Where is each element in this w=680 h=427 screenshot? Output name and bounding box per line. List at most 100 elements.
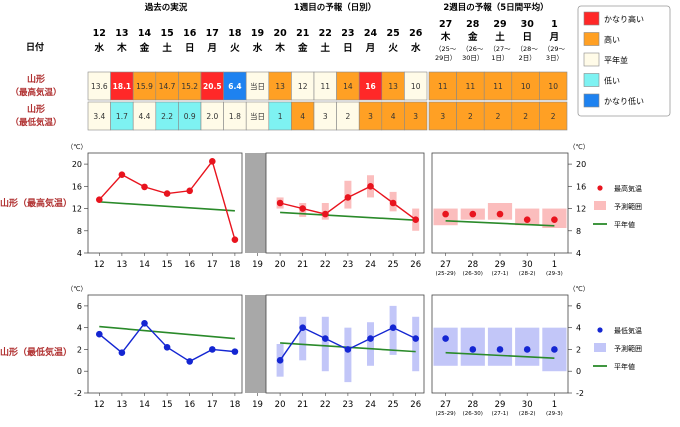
xtick-label: 28 (467, 400, 478, 410)
legend-label: 低い (604, 76, 620, 86)
table-legend-frame (577, 5, 671, 117)
week-range-end: 30日） (462, 54, 483, 62)
week-range-end: 3日） (546, 54, 563, 62)
today-column (245, 295, 266, 393)
legend-swatch-vhigh (583, 11, 600, 26)
table-cell (511, 71, 540, 101)
date-weekday: 水 (411, 42, 421, 54)
legend-range-swatch (594, 343, 606, 352)
xtick-label: 1 (552, 260, 557, 270)
ytick-label-right: 12 (576, 205, 586, 214)
ytick-label-left: -2 (74, 389, 82, 398)
min-temp-chart: -2 -20 02 24 46 6（℃） （℃）12 13 14 15 16 17 18 19 20 21 22… (67, 285, 642, 417)
date-day: 18 (228, 28, 242, 39)
xtick-label: 12 (94, 400, 105, 410)
forecast-point (276, 357, 284, 364)
date-weekday: 水 (95, 42, 105, 54)
week-range-label: (27-1) (492, 271, 509, 277)
forecast-range-bar (299, 316, 307, 361)
table-value: 18.1 (113, 82, 132, 91)
observed-point (141, 320, 148, 327)
weekly-point (496, 210, 504, 218)
date-weekday: 火 (388, 43, 398, 54)
xtick-label: 26 (410, 260, 421, 270)
table-value: 1.8 (229, 112, 241, 121)
observed-point (118, 171, 126, 178)
table-value: 0.9 (184, 112, 196, 121)
week-weekday: 木 (440, 31, 451, 43)
forecast-point (276, 199, 284, 207)
table-value: 14 (343, 82, 353, 91)
forecast-point (299, 205, 307, 212)
week-weekday: 日 (522, 32, 532, 43)
date-weekday: 水 (253, 42, 263, 54)
observed-point (141, 183, 148, 191)
table-value: 16 (365, 82, 375, 91)
unit-label-left: （℃） (67, 285, 87, 293)
weekly-point (469, 210, 477, 218)
table-value: 15.9 (136, 82, 153, 91)
legend-point-label: 最低気温 (614, 326, 642, 335)
xtick-label: 24 (365, 260, 376, 270)
week-weekday: 金 (467, 31, 478, 43)
max-row-label: 山形 (27, 73, 45, 85)
forecast-point (322, 210, 329, 218)
xtick-label: 21 (297, 400, 308, 410)
xtick-label: 27 (440, 260, 451, 270)
forecast-range-bar (344, 327, 352, 383)
table-value: 2 (468, 112, 473, 121)
xtick-label: 23 (342, 260, 353, 270)
date-day: 20 (273, 28, 287, 39)
min-row-label: 山形 (27, 103, 45, 115)
date-day: 26 (409, 28, 423, 39)
chart-min-label: 山形（最低気温） (0, 346, 72, 358)
table-value: 10 (548, 82, 558, 91)
xtick-label: 12 (94, 260, 105, 270)
week-range: （29～ (544, 45, 566, 53)
ytick-label-right: 4 (576, 249, 581, 258)
week-day: 1 (551, 19, 558, 30)
xtick-label: 20 (275, 260, 286, 270)
week-range-label: (29-3) (546, 271, 563, 277)
xtick-label: 27 (440, 400, 451, 410)
table-value: 11 (438, 82, 448, 91)
forecast-point (412, 216, 420, 223)
table-value: 3 (440, 112, 445, 121)
unit-label-right: （℃） (569, 285, 589, 293)
forecast-point (344, 194, 352, 201)
date-day: 13 (115, 28, 128, 39)
xtick-label: 22 (320, 400, 331, 410)
xtick-label: 18 (229, 260, 240, 270)
table-value: 2.0 (206, 112, 218, 121)
table-value: 4 (391, 112, 396, 121)
table-value: 11 (321, 82, 331, 91)
unit-label-left: （℃） (67, 143, 87, 151)
xtick-label: 24 (365, 400, 376, 410)
table-cell (511, 101, 540, 131)
observed-point (163, 190, 171, 197)
date-day: 25 (386, 28, 399, 39)
table-value: 10 (521, 82, 531, 91)
forecast-point (367, 183, 374, 190)
table-value: 2.2 (161, 112, 173, 121)
date-weekday: 木 (274, 42, 285, 54)
value-table: 13.6 18.1 15.9 14.7 15.2 20.5 6.4 当日 13 12 11 14 16 1… (87, 71, 568, 131)
xtick-label: 17 (207, 400, 218, 410)
panel-frame (87, 152, 243, 254)
legend-point-marker (597, 327, 603, 333)
date-row-label: 日付 (26, 41, 44, 53)
date-day: 16 (183, 28, 197, 39)
group-week1-label: 1週目の予報（日別） (294, 2, 376, 13)
date-day: 12 (93, 28, 106, 39)
week-range-label: (25-29) (435, 271, 455, 277)
xtick-label: 25 (388, 400, 399, 410)
weekly-point (551, 216, 558, 223)
panel-frame (265, 152, 425, 254)
date-day: 15 (160, 28, 173, 39)
ytick-label-right: 0 (576, 367, 581, 376)
date-weekday: 日 (343, 43, 353, 54)
week-range: （26～ (462, 45, 484, 53)
forecast-point (389, 324, 397, 331)
observed-point (231, 236, 239, 243)
